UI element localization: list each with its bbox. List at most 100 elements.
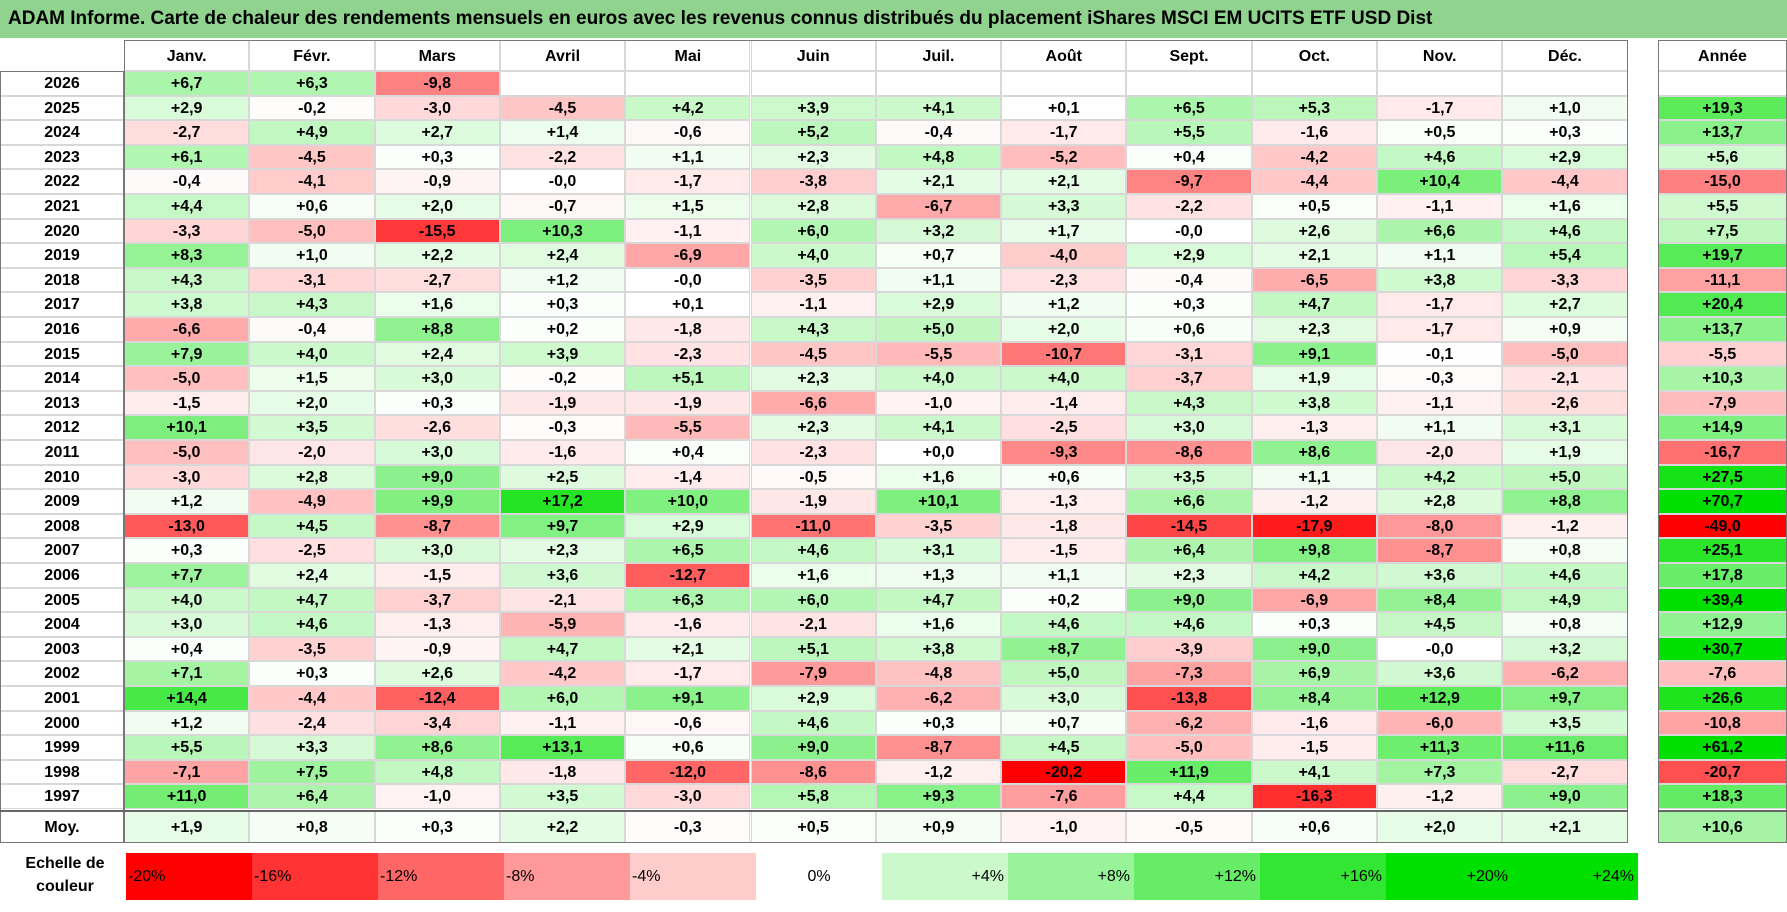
annual-cell: +26,6 xyxy=(1658,686,1787,711)
heatmap-cell: -1,5 xyxy=(1251,735,1377,760)
average-cell: +0,6 xyxy=(1251,811,1377,843)
annual-cell: +7,5 xyxy=(1658,218,1787,244)
heatmap-cell: +1,1 xyxy=(875,267,1002,293)
annual-cell xyxy=(1658,71,1787,96)
heatmap-cell: +4,5 xyxy=(1001,735,1127,760)
heatmap-cell: +3,9 xyxy=(499,341,626,367)
heatmap-cell: +8,6 xyxy=(1251,440,1377,465)
heatmap-cell: +6,3 xyxy=(249,71,375,96)
row-year-label: 2001 xyxy=(0,686,124,711)
heatmap-cell: -1,7 xyxy=(625,169,751,194)
heatmap-cell: +4,7 xyxy=(875,587,1002,613)
heatmap-cell: +3,0 xyxy=(1001,686,1127,711)
heatmap-cell: -13,0 xyxy=(124,513,250,539)
annual-cell: -7,9 xyxy=(1658,390,1787,416)
heatmap-cell: -8,7 xyxy=(1377,538,1503,563)
scale-step: +16% xyxy=(1260,853,1386,900)
scale-step: +8% xyxy=(1008,853,1134,900)
heatmap-cell: -4,8 xyxy=(875,661,1002,686)
scale-step: +20% xyxy=(1386,853,1512,900)
heatmap-cell: +6,6 xyxy=(1377,218,1503,244)
row-year-label: 2015 xyxy=(0,341,124,367)
heatmap-cell: +1,1 xyxy=(1377,243,1503,268)
heatmap-cell: +8,8 xyxy=(1502,489,1628,514)
heatmap-cell: +6,5 xyxy=(625,538,751,563)
heatmap-cell: +13,1 xyxy=(499,735,626,760)
heatmap-cell: +1,1 xyxy=(1377,415,1503,440)
heatmap-cell: +4,2 xyxy=(625,95,751,121)
row-year-label: 2017 xyxy=(0,292,124,317)
heatmap-cell: +1,5 xyxy=(625,194,751,219)
heatmap-cell: -20,2 xyxy=(1001,759,1127,785)
heatmap-cell: +4,6 xyxy=(1126,612,1252,637)
heatmap-cell: +2,0 xyxy=(249,390,375,416)
heatmap-cell: +1,2 xyxy=(124,489,250,514)
heatmap-cell: +0,3 xyxy=(124,538,250,563)
heatmap-cell: -2,2 xyxy=(499,144,626,170)
annual-cell: +70,7 xyxy=(1658,489,1787,514)
average-cell: -1,0 xyxy=(1001,811,1127,843)
row-year-label: 2021 xyxy=(0,194,124,219)
heatmap-cell: -5,0 xyxy=(124,440,250,465)
heatmap-cell: -5,0 xyxy=(249,218,375,244)
heatmap-cell: +3,3 xyxy=(1001,194,1127,219)
heatmap-cell: +1,7 xyxy=(1001,218,1127,244)
heatmap-cell: -0,0 xyxy=(1377,636,1503,662)
heatmap-cell: +11,3 xyxy=(1377,735,1503,760)
heatmap-cell: +7,7 xyxy=(124,563,250,588)
heatmap-cell: +1,0 xyxy=(249,243,375,268)
heatmap-cell: -4,5 xyxy=(499,95,626,121)
row-year-label: 2006 xyxy=(0,563,124,588)
row-year-label: 2004 xyxy=(0,612,124,637)
heatmap-cell: +3,2 xyxy=(875,218,1002,244)
heatmap-cell: +4,3 xyxy=(750,317,876,342)
heatmap-cell: -1,1 xyxy=(1377,194,1503,219)
heatmap-cell: -0,6 xyxy=(625,710,751,736)
heatmap-cell: +3,9 xyxy=(750,95,876,121)
heatmap-cell: -3,8 xyxy=(750,169,876,194)
heatmap-cell: +2,8 xyxy=(1377,489,1503,514)
annual-cell: -49,0 xyxy=(1658,513,1787,539)
heatmap-cell: +4,6 xyxy=(750,538,876,563)
heatmap-cell: -0,4 xyxy=(875,120,1002,145)
heatmap-cell: +4,9 xyxy=(1502,587,1628,613)
scale-step: +12% xyxy=(1134,853,1260,900)
heatmap-cell: +2,9 xyxy=(625,513,751,539)
heatmap-cell: -1,9 xyxy=(750,489,876,514)
heatmap-cell: +7,1 xyxy=(124,661,250,686)
heatmap-cell: +4,7 xyxy=(1251,292,1377,317)
heatmap-cell: +0,6 xyxy=(1126,317,1252,342)
heatmap-cell: -1,1 xyxy=(1377,390,1503,416)
heatmap-cell: +0,3 xyxy=(374,144,500,170)
annual-cell: +12,9 xyxy=(1658,612,1787,637)
heatmap-cell: +2,9 xyxy=(124,95,250,121)
annual-cell: +19,3 xyxy=(1658,95,1787,121)
heatmap-cell: +4,6 xyxy=(1502,218,1628,244)
average-cell: +0,3 xyxy=(374,811,500,843)
heatmap-cell: -1,2 xyxy=(875,759,1002,785)
heatmap-cell: -1,6 xyxy=(1251,710,1377,736)
heatmap-cell: -5,5 xyxy=(625,415,751,440)
annual-cell: -20,7 xyxy=(1658,759,1787,785)
heatmap-cell: +4,2 xyxy=(1377,464,1503,490)
heatmap-cell: -4,4 xyxy=(1502,169,1628,194)
heatmap-cell: +2,3 xyxy=(499,538,626,563)
heatmap-cell: +4,5 xyxy=(249,513,375,539)
scale-step: 0% xyxy=(756,853,882,900)
annual-cell: -15,0 xyxy=(1658,169,1787,194)
annual-cell: -16,7 xyxy=(1658,440,1787,465)
heatmap-cell: -1,7 xyxy=(1001,120,1127,145)
heatmap-cell: +3,0 xyxy=(374,440,500,465)
heatmap-cell: +6,3 xyxy=(625,587,751,613)
heatmap-cell: +2,1 xyxy=(1001,169,1127,194)
row-year-label: 2007 xyxy=(0,538,124,563)
heatmap-cell: +0,0 xyxy=(875,440,1002,465)
heatmap-cell: +1,5 xyxy=(249,366,375,391)
heatmap-cell: +10,0 xyxy=(625,489,751,514)
heatmap-cell: +4,2 xyxy=(1251,563,1377,588)
heatmap-cell: +17,2 xyxy=(499,489,626,514)
heatmap-cell: -1,6 xyxy=(499,440,626,465)
heatmap-cell: -0,1 xyxy=(1377,341,1503,367)
annual-cell: +10,3 xyxy=(1658,366,1787,391)
heatmap-cell: +0,7 xyxy=(1001,710,1127,736)
